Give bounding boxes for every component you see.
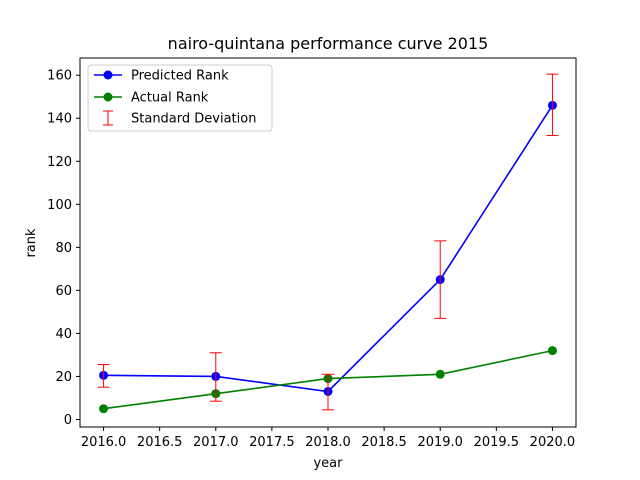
legend-label: Actual Rank: [131, 91, 209, 106]
legend: Predicted Rank Actual Rank Standard Deviat…: [87, 64, 273, 132]
error-bar: [209, 352, 222, 402]
x-tick-label: 2017.5: [249, 435, 295, 450]
legend-swatch-marker: [103, 92, 113, 102]
chart-title: nairo-quintana performance curve 2015: [168, 34, 489, 53]
x-tick-label: 2020.0: [530, 435, 576, 450]
y-tick-label: 0: [64, 413, 72, 428]
y-tick-label: 20: [55, 370, 72, 385]
x-tick-label: 2018.0: [305, 435, 351, 450]
y-tick-label: 80: [55, 241, 72, 256]
data-point-actual-rank: [547, 346, 557, 356]
x-tick-label: 2016.5: [137, 435, 183, 450]
y-tick-label: 60: [55, 284, 72, 299]
error-bar: [322, 373, 334, 411]
error-bar: [97, 364, 110, 388]
legend-box: [87, 64, 273, 132]
error-bar: [434, 240, 447, 319]
x-tick-label: 2017.0: [193, 435, 239, 450]
y-tick-label: 140: [47, 112, 72, 127]
y-tick-label: 100: [47, 198, 72, 213]
legend-swatch-marker: [103, 70, 113, 80]
y-tick-label: 40: [55, 327, 72, 342]
error-bar: [546, 73, 559, 136]
data-point-actual-rank: [99, 404, 109, 414]
y-tick-label: 160: [47, 69, 72, 84]
x-axis-label: year: [313, 456, 343, 471]
x-axis: 2016.0 2016.5 2017.0 2017.5 2018.0 2018.5 2019…: [81, 427, 575, 450]
legend-label: Standard Deviation: [131, 112, 256, 127]
y-tick-label: 120: [47, 155, 72, 170]
data-point-actual-rank: [435, 369, 445, 379]
y-axis: 0 20 40 60 80 100 120 140 160: [47, 69, 80, 428]
legend-label: Predicted Rank: [131, 69, 229, 84]
x-tick-label: 2019.0: [417, 435, 463, 450]
y-axis-label: rank: [24, 228, 39, 258]
x-tick-label: 2016.0: [81, 435, 127, 450]
x-tick-label: 2018.5: [361, 435, 407, 450]
plot-area: [97, 73, 559, 414]
x-tick-label: 2019.5: [474, 435, 520, 450]
